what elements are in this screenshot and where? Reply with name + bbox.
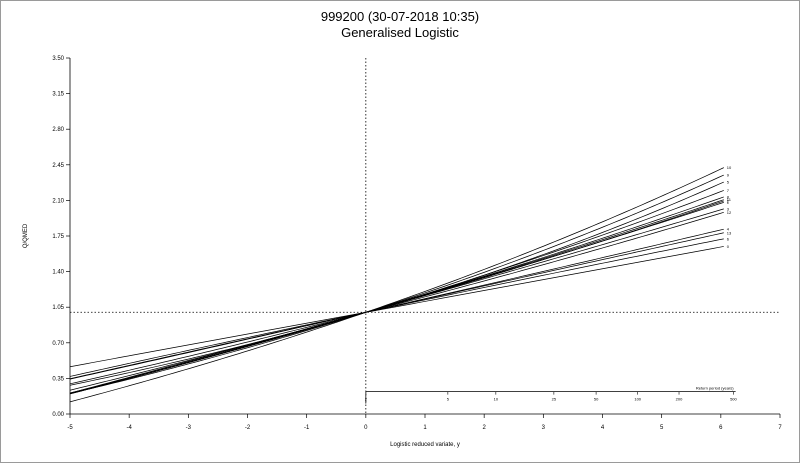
series-line	[69, 174, 724, 394]
y-tick-label: 0.35	[52, 376, 64, 382]
y-tick-label: 3.15	[52, 92, 64, 98]
x-tick-label: 2	[482, 425, 486, 431]
y-tick-label: 3.50	[52, 56, 64, 62]
series-label: 6	[727, 236, 730, 241]
reference-lines	[70, 58, 780, 414]
chart-title: 999200 (30-07-2018 10:35)	[320, 9, 480, 24]
x-tick-label: -1	[304, 425, 310, 431]
series-label: 9	[727, 173, 730, 178]
x-tick-label: -4	[126, 425, 132, 431]
y-tick-label: 1.75	[52, 234, 64, 240]
x-tick-label: 3	[542, 425, 546, 431]
return-period-tick-label: 2	[365, 397, 368, 402]
return-period-tick-label: 50	[594, 397, 599, 402]
series-label: 2	[727, 198, 730, 203]
y-tick-label: 1.40	[52, 270, 64, 276]
return-period-label: Return period (years)	[696, 386, 734, 391]
x-tick-label: 6	[719, 425, 723, 431]
series-line	[69, 208, 724, 394]
x-tick-label: -2	[245, 425, 251, 431]
x-tick-label: 5	[660, 425, 664, 431]
y-tick-label: 0.00	[52, 412, 64, 418]
y-tick-label: 2.45	[52, 163, 64, 169]
y-tick-label: 0.70	[52, 341, 64, 347]
series-label: 10	[727, 165, 732, 170]
series-label: 12	[727, 210, 732, 215]
x-tick-label: 1	[423, 425, 427, 431]
x-tick-label: 4	[601, 425, 605, 431]
y-tick-label: 2.10	[52, 198, 64, 204]
series-line	[69, 200, 724, 391]
series-label: 7	[727, 188, 730, 193]
series-line	[69, 190, 724, 394]
x-tick-label: 7	[778, 425, 782, 431]
return-period-tick-label: 25	[552, 397, 557, 402]
return-period-tick-label: 500	[730, 397, 737, 402]
x-tick-label: 0	[364, 425, 368, 431]
chart-subtitle: Generalised Logistic	[341, 25, 459, 40]
series-line	[69, 199, 724, 395]
x-axis-label: Logistic reduced variate, y	[390, 442, 460, 448]
series-line	[69, 238, 724, 377]
y-tick-label: 2.80	[52, 127, 64, 133]
y-tick-label: 1.05	[52, 305, 64, 311]
return-period-tick-label: 100	[634, 397, 641, 402]
return-period-tick-label: 200	[676, 397, 683, 402]
y-axis-label: Q/QMED	[23, 223, 29, 248]
return-period-tick-label: 10	[494, 397, 499, 402]
series-line	[69, 246, 724, 368]
series-line	[69, 167, 724, 403]
axes: -5 -4 -3 -2 -1 0 1 2 3 4 5 6 70.000.350.701.051.401.…	[52, 56, 782, 431]
series-label: 3	[727, 206, 730, 211]
series-label: 1	[727, 200, 730, 205]
x-tick-label: -3	[186, 425, 192, 431]
series-label: 4	[727, 227, 730, 232]
series-line	[69, 211, 724, 385]
series-label: 8	[727, 194, 730, 199]
return-period-tick-label: 5	[447, 397, 450, 402]
series-line	[69, 202, 724, 394]
series-label: 5	[727, 180, 730, 185]
series-label: 11	[727, 197, 732, 202]
series-label: 13	[727, 230, 732, 235]
x-tick-label: -5	[67, 425, 73, 431]
series-label: 0	[727, 244, 730, 249]
